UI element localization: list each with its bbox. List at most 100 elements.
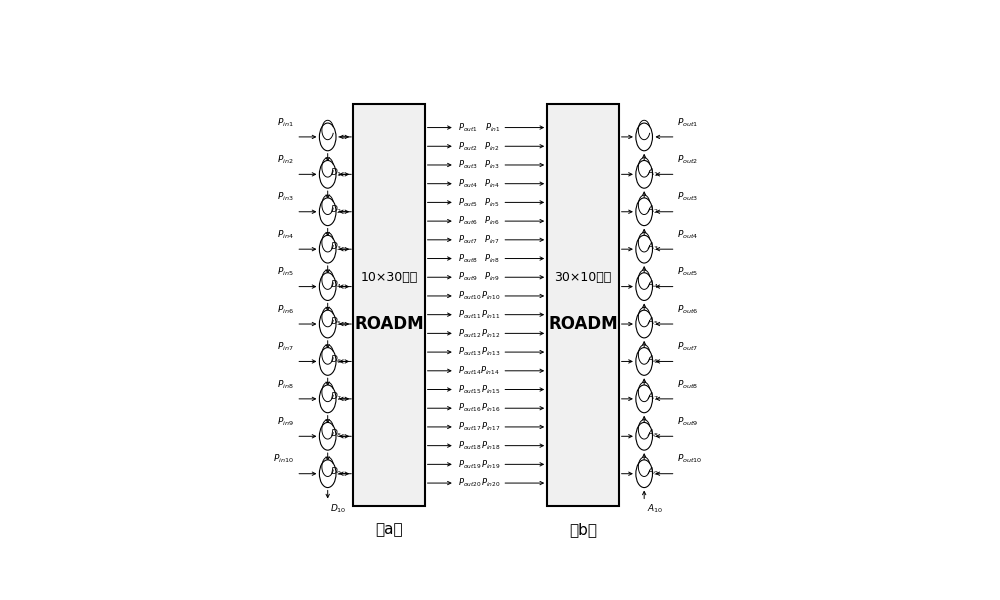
Text: $P_{out13}$: $P_{out13}$ bbox=[458, 346, 482, 358]
Bar bbox=[547, 104, 619, 506]
Text: $P_{in1}$: $P_{in1}$ bbox=[277, 116, 294, 128]
Ellipse shape bbox=[319, 347, 336, 376]
Text: $P_{out3}$: $P_{out3}$ bbox=[458, 159, 478, 171]
Text: $D_{9}$: $D_{9}$ bbox=[330, 466, 343, 478]
Ellipse shape bbox=[636, 385, 652, 413]
Text: $P_{out19}$: $P_{out19}$ bbox=[458, 458, 482, 470]
Text: $P_{in4}$: $P_{in4}$ bbox=[277, 229, 294, 241]
Text: $A_{6}$: $A_{6}$ bbox=[647, 353, 659, 365]
Text: $A_{10}$: $A_{10}$ bbox=[647, 503, 663, 515]
Text: $D_{10}$: $D_{10}$ bbox=[330, 503, 347, 515]
Text: $P_{in15}$: $P_{in15}$ bbox=[481, 383, 500, 396]
Ellipse shape bbox=[636, 123, 652, 151]
Text: $P_{in7}$: $P_{in7}$ bbox=[277, 341, 294, 353]
Text: $A_{3}$: $A_{3}$ bbox=[647, 241, 659, 253]
Text: $P_{out7}$: $P_{out7}$ bbox=[458, 233, 478, 246]
Ellipse shape bbox=[636, 460, 652, 488]
Ellipse shape bbox=[319, 235, 336, 263]
Text: $P_{out4}$: $P_{out4}$ bbox=[458, 178, 478, 190]
Text: $P_{in2}$: $P_{in2}$ bbox=[484, 140, 500, 152]
Text: $P_{in3}$: $P_{in3}$ bbox=[484, 159, 500, 171]
Text: $D_{4}$: $D_{4}$ bbox=[330, 278, 343, 291]
Ellipse shape bbox=[636, 422, 652, 450]
Text: $P_{out6}$: $P_{out6}$ bbox=[458, 215, 478, 227]
Text: $P_{in16}$: $P_{in16}$ bbox=[481, 402, 500, 415]
Text: $P_{out12}$: $P_{out12}$ bbox=[458, 327, 482, 340]
Text: $P_{in13}$: $P_{in13}$ bbox=[481, 346, 500, 358]
Text: $P_{in5}$: $P_{in5}$ bbox=[484, 196, 500, 209]
Text: $P_{out2}$: $P_{out2}$ bbox=[677, 154, 698, 166]
Text: $P_{out10}$: $P_{out10}$ bbox=[458, 290, 482, 302]
Text: $P_{out8}$: $P_{out8}$ bbox=[677, 378, 698, 391]
Text: $P_{out15}$: $P_{out15}$ bbox=[458, 383, 482, 396]
Ellipse shape bbox=[319, 422, 336, 450]
Text: $D_{6}$: $D_{6}$ bbox=[330, 353, 343, 365]
Text: $A_{2}$: $A_{2}$ bbox=[647, 203, 659, 216]
Ellipse shape bbox=[319, 123, 336, 151]
Text: $D_{8}$: $D_{8}$ bbox=[330, 428, 343, 440]
Text: $P_{out5}$: $P_{out5}$ bbox=[458, 196, 478, 209]
Text: $D_{5}$: $D_{5}$ bbox=[330, 316, 343, 328]
Text: $P_{out1}$: $P_{out1}$ bbox=[458, 121, 478, 134]
Ellipse shape bbox=[636, 198, 652, 226]
Text: $D_{3}$: $D_{3}$ bbox=[330, 241, 343, 253]
Ellipse shape bbox=[319, 198, 336, 226]
Text: $A_{9}$: $A_{9}$ bbox=[647, 466, 659, 478]
Text: $P_{out10}$: $P_{out10}$ bbox=[677, 453, 702, 466]
Text: $P_{out18}$: $P_{out18}$ bbox=[458, 439, 482, 452]
Text: $P_{in11}$: $P_{in11}$ bbox=[481, 308, 500, 321]
Text: $P_{in20}$: $P_{in20}$ bbox=[481, 477, 500, 490]
Bar bbox=[353, 104, 425, 506]
Text: $A_{7}$: $A_{7}$ bbox=[647, 391, 659, 403]
Ellipse shape bbox=[636, 310, 652, 338]
Text: （a）: （a） bbox=[375, 522, 403, 537]
Text: $P_{in7}$: $P_{in7}$ bbox=[484, 233, 500, 246]
Text: $P_{out8}$: $P_{out8}$ bbox=[458, 252, 478, 265]
Text: $P_{in3}$: $P_{in3}$ bbox=[277, 191, 294, 203]
Ellipse shape bbox=[636, 273, 652, 301]
Text: $P_{out2}$: $P_{out2}$ bbox=[458, 140, 478, 152]
Text: $P_{out16}$: $P_{out16}$ bbox=[458, 402, 482, 415]
Text: $P_{in1}$: $P_{in1}$ bbox=[485, 121, 500, 134]
Text: 30×10端口: 30×10端口 bbox=[554, 271, 612, 284]
Ellipse shape bbox=[319, 310, 336, 338]
Text: $P_{out20}$: $P_{out20}$ bbox=[458, 477, 482, 490]
Text: $A_{8}$: $A_{8}$ bbox=[647, 428, 659, 440]
Text: （b）: （b） bbox=[569, 522, 597, 537]
Ellipse shape bbox=[636, 160, 652, 188]
Text: $P_{in17}$: $P_{in17}$ bbox=[481, 421, 500, 433]
Text: $D_{1}$: $D_{1}$ bbox=[330, 166, 343, 179]
Ellipse shape bbox=[636, 235, 652, 263]
Text: ROADM: ROADM bbox=[548, 315, 618, 333]
Text: $P_{in8}$: $P_{in8}$ bbox=[484, 252, 500, 265]
Text: $P_{in9}$: $P_{in9}$ bbox=[277, 415, 294, 428]
Text: $P_{in2}$: $P_{in2}$ bbox=[277, 154, 294, 166]
Ellipse shape bbox=[636, 347, 652, 376]
Text: $P_{in8}$: $P_{in8}$ bbox=[277, 378, 294, 391]
Text: $P_{in10}$: $P_{in10}$ bbox=[273, 453, 294, 466]
Text: $P_{in4}$: $P_{in4}$ bbox=[484, 178, 500, 190]
Text: $D_{7}$: $D_{7}$ bbox=[330, 391, 343, 403]
Text: $P_{out17}$: $P_{out17}$ bbox=[458, 421, 482, 433]
Text: $P_{in10}$: $P_{in10}$ bbox=[481, 290, 500, 302]
Text: $P_{out3}$: $P_{out3}$ bbox=[677, 191, 698, 203]
Ellipse shape bbox=[319, 385, 336, 413]
Text: $P_{in6}$: $P_{in6}$ bbox=[484, 215, 500, 227]
Text: $P_{in6}$: $P_{in6}$ bbox=[277, 303, 294, 316]
Text: $P_{out14}$: $P_{out14}$ bbox=[458, 365, 482, 377]
Ellipse shape bbox=[319, 273, 336, 301]
Text: 10×30端口: 10×30端口 bbox=[360, 271, 418, 284]
Text: $P_{out5}$: $P_{out5}$ bbox=[677, 266, 698, 278]
Text: ROADM: ROADM bbox=[354, 315, 424, 333]
Text: $P_{out6}$: $P_{out6}$ bbox=[677, 303, 698, 316]
Ellipse shape bbox=[319, 160, 336, 188]
Text: $P_{out11}$: $P_{out11}$ bbox=[458, 308, 481, 321]
Text: $P_{in9}$: $P_{in9}$ bbox=[484, 271, 500, 283]
Text: $P_{out4}$: $P_{out4}$ bbox=[677, 229, 698, 241]
Text: $A_{4}$: $A_{4}$ bbox=[647, 278, 659, 291]
Ellipse shape bbox=[319, 460, 336, 488]
Text: $P_{in19}$: $P_{in19}$ bbox=[481, 458, 500, 470]
Text: $P_{out9}$: $P_{out9}$ bbox=[458, 271, 478, 283]
Text: $P_{out9}$: $P_{out9}$ bbox=[677, 415, 698, 428]
Text: $D_{2}$: $D_{2}$ bbox=[330, 203, 343, 216]
